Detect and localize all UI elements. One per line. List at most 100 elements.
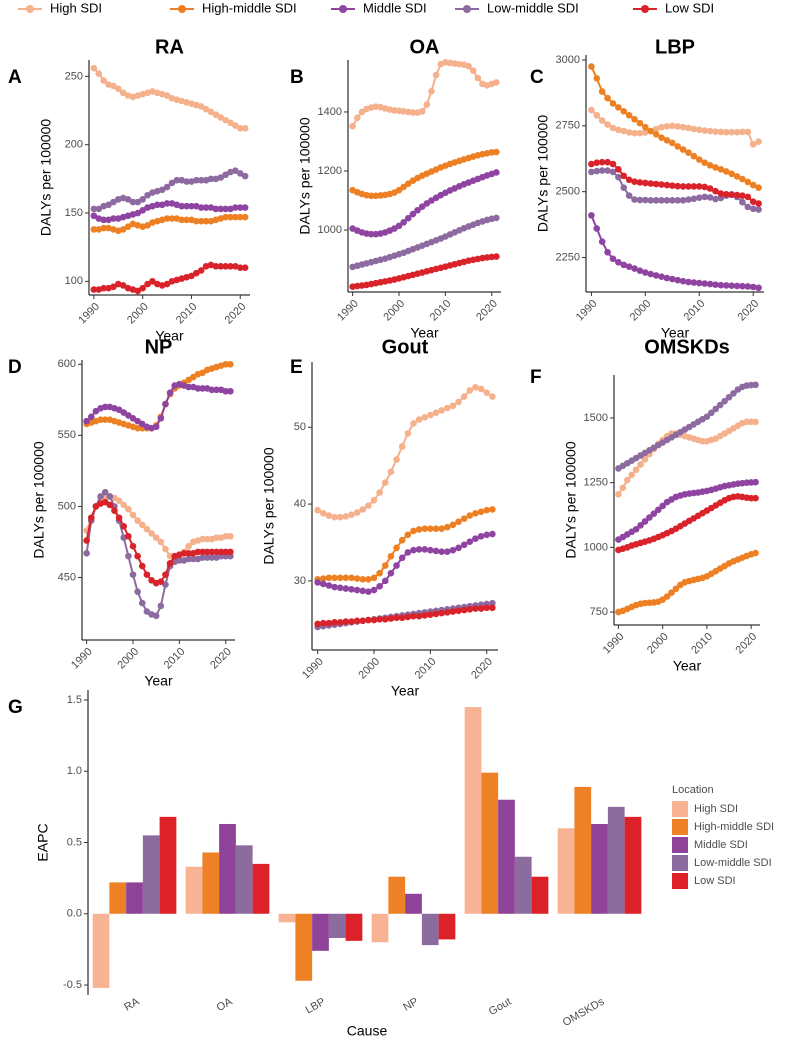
data-point	[365, 502, 372, 509]
data-point	[236, 125, 244, 132]
data-point	[336, 513, 344, 521]
data-point	[180, 549, 188, 557]
data-point	[647, 127, 655, 135]
data-point	[393, 614, 400, 622]
data-point	[449, 546, 457, 554]
data-point	[120, 501, 128, 509]
data-point	[217, 174, 225, 181]
data-point	[739, 128, 746, 136]
data-point	[194, 548, 202, 556]
data-point	[443, 523, 451, 531]
legend-label: Low SDI	[694, 875, 736, 887]
data-point	[90, 212, 98, 220]
data-point	[725, 393, 733, 401]
data-point	[739, 192, 746, 199]
data-point	[421, 413, 429, 421]
data-point	[493, 169, 500, 176]
data-point	[432, 71, 440, 79]
data-point	[652, 272, 660, 279]
data-point	[212, 111, 220, 118]
data-point	[469, 67, 477, 74]
data-point	[489, 530, 496, 538]
data-point	[348, 574, 355, 582]
x-tick-label: 2020	[223, 301, 249, 327]
data-point	[685, 196, 692, 203]
data-point	[716, 401, 724, 409]
data-point	[100, 77, 107, 84]
data-point	[477, 533, 485, 540]
panel-label: A	[8, 67, 22, 88]
data-point	[722, 128, 730, 136]
x-axis-title: Year	[155, 328, 184, 344]
data-point	[139, 206, 146, 214]
data-point	[669, 197, 676, 204]
data-point	[706, 162, 714, 169]
data-point	[376, 582, 383, 590]
data-point	[376, 569, 383, 577]
y-tick-label: 500	[58, 500, 76, 512]
data-point	[679, 197, 687, 204]
data-point	[749, 283, 757, 291]
data-point	[733, 191, 741, 199]
data-point	[95, 70, 103, 77]
data-point	[162, 400, 169, 408]
data-point	[365, 588, 372, 595]
data-point	[493, 148, 500, 156]
data-point	[663, 593, 671, 600]
data-point	[222, 548, 230, 556]
data-point	[604, 158, 611, 166]
bar	[531, 876, 549, 914]
data-point	[163, 200, 171, 207]
data-point	[493, 253, 500, 260]
x-tick-label: 2000	[628, 298, 654, 324]
data-point	[472, 384, 479, 391]
data-point	[642, 123, 649, 131]
data-point	[722, 191, 730, 198]
legend-label: Low-middle SDI	[694, 857, 772, 869]
data-point	[213, 548, 220, 556]
legend-label: High SDI	[50, 0, 102, 15]
data-point	[119, 226, 127, 233]
data-point	[241, 213, 249, 221]
data-point	[203, 554, 211, 561]
data-point	[625, 129, 633, 136]
data-point	[353, 509, 361, 516]
panel-label: E	[290, 357, 303, 378]
data-point	[207, 108, 215, 116]
data-point	[625, 192, 633, 199]
data-point	[620, 127, 628, 135]
x-tick-label: 2010	[174, 301, 200, 327]
y-tick-label: 150	[65, 207, 83, 219]
data-point	[418, 108, 426, 115]
data-point	[706, 280, 714, 288]
data-point	[477, 385, 485, 393]
data-point	[199, 535, 206, 543]
data-point	[90, 226, 98, 233]
data-point	[598, 238, 606, 246]
data-point	[143, 571, 151, 578]
data-point	[615, 104, 622, 111]
data-point	[241, 264, 249, 271]
data-point	[460, 515, 468, 522]
data-point	[730, 390, 737, 397]
data-point	[106, 493, 114, 500]
data-point	[222, 171, 229, 179]
data-point	[744, 203, 752, 211]
data-point	[423, 101, 431, 108]
data-point	[615, 258, 622, 266]
x-axis-title: Year	[410, 325, 439, 341]
data-point	[415, 612, 423, 620]
data-point	[217, 205, 225, 213]
data-point	[367, 192, 375, 200]
data-point	[685, 149, 692, 156]
data-point	[588, 160, 595, 168]
y-tick-label: 1400	[318, 106, 342, 118]
data-point	[752, 549, 759, 557]
x-tick-label: 2000	[356, 656, 382, 682]
data-point	[744, 193, 752, 201]
data-point	[134, 552, 141, 560]
data-point	[168, 179, 176, 187]
data-point	[443, 548, 451, 555]
data-point	[472, 605, 479, 612]
data-point	[95, 205, 103, 213]
